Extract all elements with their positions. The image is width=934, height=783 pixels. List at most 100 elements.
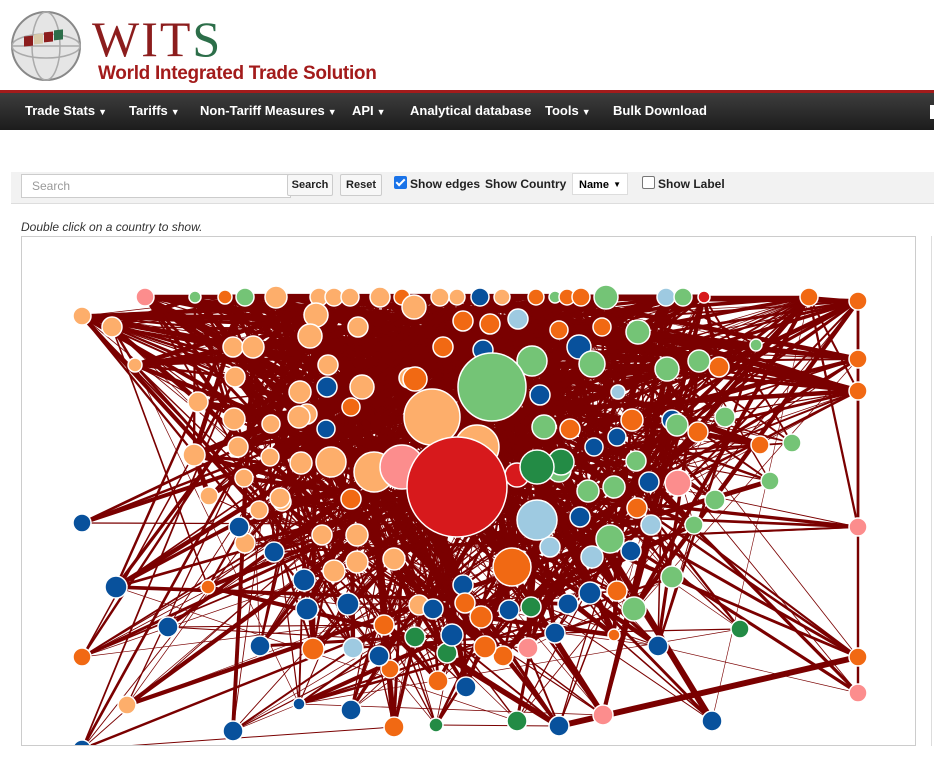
country-node[interactable] <box>104 575 128 599</box>
country-node[interactable] <box>427 670 449 692</box>
country-node[interactable] <box>292 697 306 711</box>
country-node[interactable] <box>516 499 558 541</box>
country-node[interactable] <box>292 568 316 592</box>
country-node[interactable] <box>235 287 255 307</box>
country-node[interactable] <box>368 645 390 667</box>
nav-tariffs[interactable]: Tariffs ▼ <box>129 103 180 118</box>
country-node[interactable] <box>654 356 680 382</box>
country-node[interactable] <box>647 635 669 657</box>
country-node[interactable] <box>544 622 566 644</box>
country-node[interactable] <box>592 704 614 726</box>
country-node[interactable] <box>347 316 369 338</box>
country-node[interactable] <box>760 471 780 491</box>
network-graph-panel[interactable] <box>21 236 916 746</box>
country-node[interactable] <box>848 517 868 537</box>
country-node[interactable] <box>249 500 269 520</box>
country-node[interactable] <box>492 547 532 587</box>
country-node[interactable] <box>322 559 346 583</box>
nav-trade-stats[interactable]: Trade Stats ▼ <box>25 103 108 118</box>
country-node[interactable] <box>548 715 570 737</box>
country-node[interactable] <box>626 497 648 519</box>
country-node[interactable] <box>315 446 347 478</box>
country-node[interactable] <box>519 449 555 485</box>
show-edges-checkbox[interactable] <box>394 176 407 189</box>
country-node[interactable] <box>188 290 202 304</box>
country-node[interactable] <box>708 356 730 378</box>
country-node[interactable] <box>607 628 621 642</box>
country-node[interactable] <box>457 352 527 422</box>
country-node[interactable] <box>340 287 360 307</box>
country-node[interactable] <box>261 414 281 434</box>
country-node[interactable] <box>470 287 490 307</box>
country-node[interactable] <box>749 338 763 352</box>
country-node[interactable] <box>704 489 726 511</box>
country-node[interactable] <box>673 287 693 307</box>
country-node[interactable] <box>559 418 581 440</box>
country-node[interactable] <box>557 593 579 615</box>
country-node[interactable] <box>714 406 736 428</box>
country-node[interactable] <box>288 380 312 404</box>
country-node[interactable] <box>848 683 868 703</box>
reset-button[interactable]: Reset <box>340 174 382 196</box>
country-node[interactable] <box>382 547 406 571</box>
country-node[interactable] <box>580 545 604 569</box>
country-node[interactable] <box>432 336 454 358</box>
country-node[interactable] <box>157 616 179 638</box>
country-node[interactable] <box>569 506 591 528</box>
country-node[interactable] <box>531 414 557 440</box>
country-node[interactable] <box>303 302 329 328</box>
country-node[interactable] <box>701 710 723 732</box>
country-node[interactable] <box>848 647 868 667</box>
country-node[interactable] <box>848 291 868 311</box>
country-node[interactable] <box>684 515 704 535</box>
country-node[interactable] <box>620 540 642 562</box>
country-node[interactable] <box>228 516 250 538</box>
network-graph[interactable] <box>22 237 916 746</box>
country-node[interactable] <box>182 443 206 467</box>
country-node[interactable] <box>200 579 216 595</box>
country-node[interactable] <box>799 287 819 307</box>
country-node[interactable] <box>72 306 92 326</box>
country-node[interactable] <box>263 541 285 563</box>
country-node[interactable] <box>317 354 339 376</box>
country-node[interactable] <box>301 637 325 661</box>
country-node[interactable] <box>516 345 548 377</box>
country-node[interactable] <box>311 524 333 546</box>
country-node[interactable] <box>222 336 244 358</box>
country-node[interactable] <box>607 427 627 447</box>
country-node[interactable] <box>345 550 369 574</box>
country-node[interactable] <box>345 523 369 547</box>
country-node[interactable] <box>222 407 246 431</box>
country-node[interactable] <box>336 592 360 616</box>
country-node[interactable] <box>452 574 474 596</box>
country-node[interactable] <box>404 626 426 648</box>
country-node[interactable] <box>101 316 123 338</box>
country-node[interactable] <box>665 413 689 437</box>
country-node[interactable] <box>621 596 647 622</box>
country-node[interactable] <box>473 635 497 659</box>
country-node[interactable] <box>455 676 477 698</box>
country-node[interactable] <box>287 405 311 429</box>
country-node[interactable] <box>640 514 662 536</box>
nav-analytical-database[interactable]: Analytical database <box>410 103 532 118</box>
country-node[interactable] <box>73 739 91 746</box>
country-node[interactable] <box>687 349 711 373</box>
country-node[interactable] <box>224 366 246 388</box>
country-node[interactable] <box>72 647 92 667</box>
country-node[interactable] <box>295 597 319 621</box>
country-node[interactable] <box>264 285 288 309</box>
country-node[interactable] <box>289 451 313 475</box>
country-node[interactable] <box>227 436 249 458</box>
country-node[interactable] <box>135 287 155 307</box>
country-node[interactable] <box>454 592 476 614</box>
country-node[interactable] <box>592 317 612 337</box>
nav-tools[interactable]: Tools ▼ <box>545 103 591 118</box>
country-node[interactable] <box>349 374 375 400</box>
country-node[interactable] <box>595 524 625 554</box>
country-node[interactable] <box>578 581 602 605</box>
country-node[interactable] <box>549 320 569 340</box>
country-node[interactable] <box>430 287 450 307</box>
country-node[interactable] <box>638 471 660 493</box>
country-node[interactable] <box>593 284 619 310</box>
show-country-select[interactable]: Name ▼ <box>572 173 628 195</box>
